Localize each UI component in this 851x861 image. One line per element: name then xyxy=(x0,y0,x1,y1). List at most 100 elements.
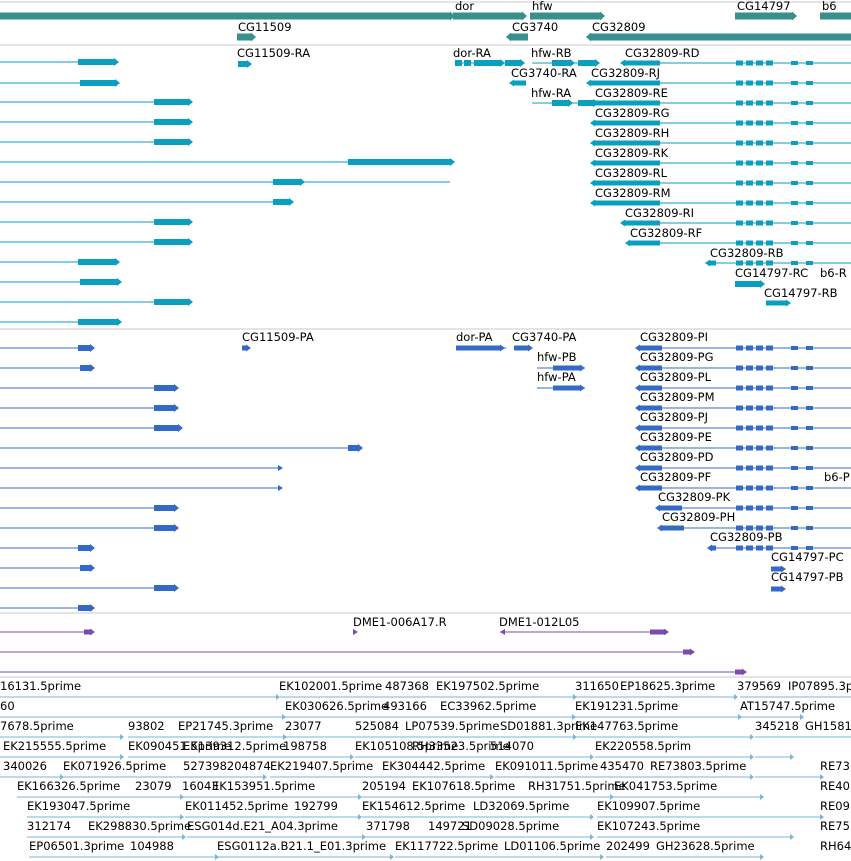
transcript-exon-block[interactable] xyxy=(78,318,122,326)
protein-label[interactable]: CG32809-PI xyxy=(640,330,708,344)
transcript-CG32809-block[interactable] xyxy=(590,139,660,147)
protein-block[interactable] xyxy=(80,564,95,572)
est-label[interactable]: EC33962.5prime xyxy=(440,699,536,713)
protein-hfw-PB[interactable] xyxy=(553,364,585,372)
clone-label[interactable]: DME1-006A17.R xyxy=(353,615,447,629)
est-label[interactable]: EK220558.5prim xyxy=(595,739,691,753)
est-label[interactable]: 16043 xyxy=(182,779,219,793)
gene-feature[interactable] xyxy=(0,11,455,21)
transcript-CG32809-block[interactable] xyxy=(590,199,660,207)
est-label[interactable]: EP21745.3prime xyxy=(178,719,273,733)
gene-feature[interactable] xyxy=(530,11,605,21)
transcript-exon-block[interactable] xyxy=(154,118,193,126)
est-label[interactable]: RE09 xyxy=(820,799,850,813)
est-label[interactable]: 312174 xyxy=(27,819,71,833)
transcript-exon-block[interactable] xyxy=(154,298,193,306)
gene-feature[interactable] xyxy=(820,12,851,21)
protein-block[interactable] xyxy=(154,424,183,432)
protein-CG32809-block[interactable] xyxy=(635,424,662,432)
est-label[interactable]: EK215555.5prime xyxy=(3,739,106,753)
transcript-label[interactable]: CG32809-RM xyxy=(595,186,671,200)
est-label[interactable]: EK011452.5prime xyxy=(185,799,288,813)
est-label[interactable]: 23079 xyxy=(135,779,172,793)
protein-hfw-PA[interactable] xyxy=(553,384,585,392)
clone-end[interactable] xyxy=(84,628,95,636)
transcript-exon-block[interactable] xyxy=(348,158,455,166)
transcript-CG14797-RB[interactable] xyxy=(766,299,791,307)
protein-label[interactable]: b6-P xyxy=(824,470,850,484)
est-label[interactable]: EP18625.3prime xyxy=(620,679,715,693)
est-label[interactable]: RE40 xyxy=(820,779,850,793)
transcript-CG32809-block[interactable] xyxy=(590,99,660,107)
est-label[interactable]: EK147763.5prime xyxy=(575,719,678,733)
est-label[interactable]: EK304442.5prime xyxy=(382,759,485,773)
gene-feature[interactable] xyxy=(586,32,851,42)
transcript-CG32809-block[interactable] xyxy=(620,219,660,227)
transcript-label[interactable]: CG32809-RJ xyxy=(591,66,660,80)
est-label[interactable]: 202499 xyxy=(606,839,650,853)
est-label[interactable]: EP06501.3prime xyxy=(29,839,124,853)
est-label[interactable]: 345218 xyxy=(755,719,799,733)
est-label[interactable]: 205194 xyxy=(362,779,406,793)
est-label[interactable]: GH1581 xyxy=(805,719,851,733)
est-label[interactable]: SD09028.5prime xyxy=(462,819,559,833)
transcript-CG11509-RA[interactable] xyxy=(238,60,252,68)
clone-end[interactable] xyxy=(683,648,695,656)
est-label[interactable]: SD01881.3prime xyxy=(500,719,597,733)
transcript-label[interactable]: CG32809-RL xyxy=(595,166,668,180)
est-label[interactable]: 487368 xyxy=(385,679,429,693)
transcript-label[interactable]: hfw-RB xyxy=(531,46,572,60)
est-label[interactable]: 311650 xyxy=(575,679,619,693)
est-label[interactable]: AT15747.5prime xyxy=(740,699,835,713)
gene-feature[interactable] xyxy=(453,11,527,21)
protein-block[interactable] xyxy=(154,584,179,592)
gene-label[interactable]: b6 xyxy=(822,0,837,13)
protein-dor-PA[interactable] xyxy=(456,344,505,352)
est-label[interactable]: RE75 xyxy=(820,819,850,833)
est-label[interactable]: EK107243.5prime xyxy=(597,819,700,833)
transcript-label[interactable]: CG32809-RE xyxy=(595,86,668,100)
transcript-exon-block[interactable] xyxy=(78,258,120,266)
transcript-label[interactable]: CG32809-RI xyxy=(625,206,694,220)
est-label[interactable]: 493166 xyxy=(383,699,427,713)
gene-feature[interactable] xyxy=(735,11,797,21)
protein-label[interactable]: CG32809-PG xyxy=(640,350,714,364)
transcript-label[interactable]: CG32809-RD xyxy=(625,46,700,60)
protein-label[interactable]: dor-PA xyxy=(456,330,493,344)
protein-label[interactable]: hfw-PA xyxy=(537,370,576,384)
transcript-exon-block[interactable] xyxy=(154,238,193,246)
transcript-label[interactable]: CG3740-RA xyxy=(511,66,577,80)
gene-label[interactable]: CG32809 xyxy=(592,20,646,34)
est-label[interactable]: LD01106.5prime xyxy=(504,839,600,853)
protein-CG32809-block[interactable] xyxy=(635,344,662,352)
est-label[interactable]: 60 xyxy=(0,699,15,713)
protein-CG3740-PA[interactable] xyxy=(514,344,533,352)
est-label[interactable]: 16131.5prime xyxy=(0,679,81,693)
protein-CG32809-block[interactable] xyxy=(635,404,662,412)
est-label[interactable]: EK071926.5prime xyxy=(63,759,166,773)
protein-block[interactable] xyxy=(78,604,95,612)
est-label[interactable]: EK041753.5prime xyxy=(614,779,717,793)
protein-CG32809-block[interactable] xyxy=(657,524,684,532)
transcript-label[interactable]: CG14797-RC xyxy=(735,266,808,280)
protein-block[interactable] xyxy=(154,524,179,532)
est-label[interactable]: 379569 xyxy=(737,679,781,693)
protein-block[interactable] xyxy=(80,364,95,372)
est-label[interactable]: EK153951.5prime xyxy=(212,779,315,793)
est-label[interactable]: RH33523.5prime xyxy=(412,739,510,753)
protein-label[interactable]: CG3740-PA xyxy=(512,330,577,344)
transcript-label[interactable]: CG32809-RF xyxy=(630,226,702,240)
est-label[interactable]: LP07539.5prime xyxy=(405,719,499,733)
transcript-label[interactable]: CG32809-RK xyxy=(595,146,669,160)
est-label[interactable]: EK197502.5prime xyxy=(436,679,539,693)
est-label[interactable]: EK219407.5prime xyxy=(270,759,373,773)
protein-CG14797-PB[interactable] xyxy=(771,585,786,593)
est-label[interactable]: 23077 xyxy=(285,719,322,733)
est-label[interactable]: EK030626.5prime xyxy=(285,699,388,713)
transcript-label[interactable]: CG32809-RH xyxy=(595,126,669,140)
est-label[interactable]: 93802 xyxy=(128,719,165,733)
est-label[interactable]: EK105108.5prime xyxy=(355,739,458,753)
transcript-label[interactable]: CG11509-RA xyxy=(237,46,310,60)
protein-CG14797-PC[interactable] xyxy=(771,565,786,573)
est-label[interactable]: GH23628.5prime xyxy=(656,839,755,853)
